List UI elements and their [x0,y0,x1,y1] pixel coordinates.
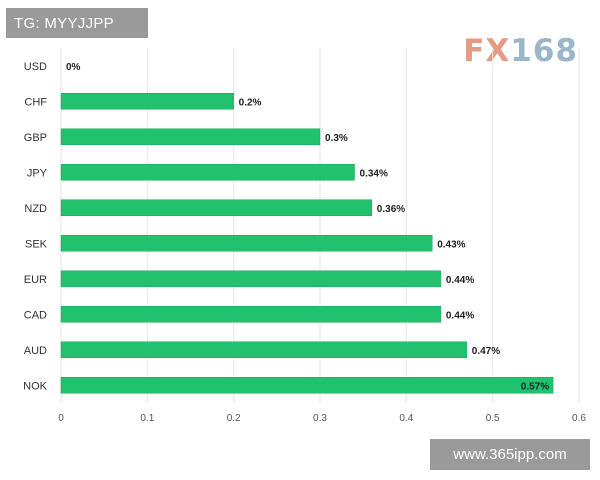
logo-part-number: 168 [510,33,578,69]
category-label: CAD [24,309,47,321]
x-tick-label: 0.5 [486,413,500,424]
category-label: NOK [23,380,48,392]
x-tick-label: 0 [58,413,64,424]
x-tick-label: 0.6 [572,413,586,424]
value-label: 0.57% [521,381,549,392]
tag-label: TG: MYYJJPP [6,8,148,38]
x-tick-label: 0.1 [140,413,154,424]
category-label: USD [24,61,47,73]
bar [60,306,442,323]
value-label: 0.36% [377,204,405,215]
bar [60,377,554,394]
logo-part-fx: FX [463,33,511,69]
bar [60,93,234,110]
category-label: NZD [24,203,47,215]
bar [60,235,433,252]
value-label: 0.44% [446,275,474,286]
bar [60,164,355,181]
value-label: 0.44% [446,310,474,321]
x-tick-label: 0.2 [227,413,241,424]
bar [60,128,321,145]
value-label: 0.43% [437,239,465,250]
category-label: GBP [24,132,47,144]
bar [60,270,442,287]
category-label: CHF [24,96,47,108]
value-label: 0.3% [325,133,348,144]
x-tick-label: 0.4 [399,413,413,424]
watermark: www.365ipp.com [430,439,590,470]
bar [60,341,468,358]
value-label: 0% [66,62,81,73]
category-label: EUR [24,274,47,286]
fx168-logo: FX168 [463,36,578,67]
category-label: JPY [27,167,48,179]
x-tick-label: 0.3 [313,413,327,424]
value-label: 0.47% [472,346,500,357]
value-label: 0.2% [239,97,262,108]
category-label: AUD [24,345,47,357]
value-label: 0.34% [360,168,388,179]
bar [60,199,373,216]
category-label: SEK [25,238,48,250]
